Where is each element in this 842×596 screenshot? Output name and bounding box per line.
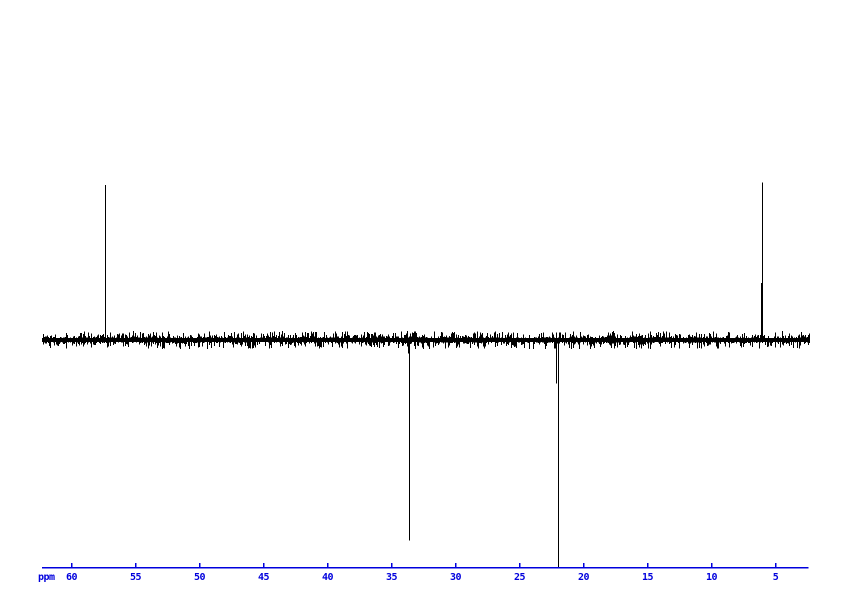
axis-tick-label-45: 45	[258, 572, 270, 583]
axis-tick-label-5: 5	[773, 572, 779, 583]
axis-tick-label-40: 40	[322, 572, 334, 583]
axis-tick-label-20: 20	[578, 572, 590, 583]
ppm-axis: 60 55 50 45 40 35 30 25 20 15 10 5 ppm	[38, 563, 809, 583]
axis-tick-label-50: 50	[194, 572, 206, 583]
axis-tick-label-35: 35	[386, 572, 398, 583]
peak-lines	[104, 182, 764, 568]
axis-tick-label-10: 10	[706, 572, 718, 583]
baseline-noise-trace	[42, 331, 810, 349]
ppm-axis-ticks: 60 55 50 45 40 35 30 25 20 15 10 5	[66, 563, 779, 583]
axis-tick-label-55: 55	[130, 572, 142, 583]
axis-tick-label-30: 30	[450, 572, 462, 583]
noise-path	[42, 331, 810, 349]
axis-tick-label-25: 25	[514, 572, 526, 583]
axis-tick-label-60: 60	[66, 572, 78, 583]
axis-tick-label-15: 15	[642, 572, 654, 583]
ppm-axis-unit-label: ppm	[38, 572, 55, 583]
